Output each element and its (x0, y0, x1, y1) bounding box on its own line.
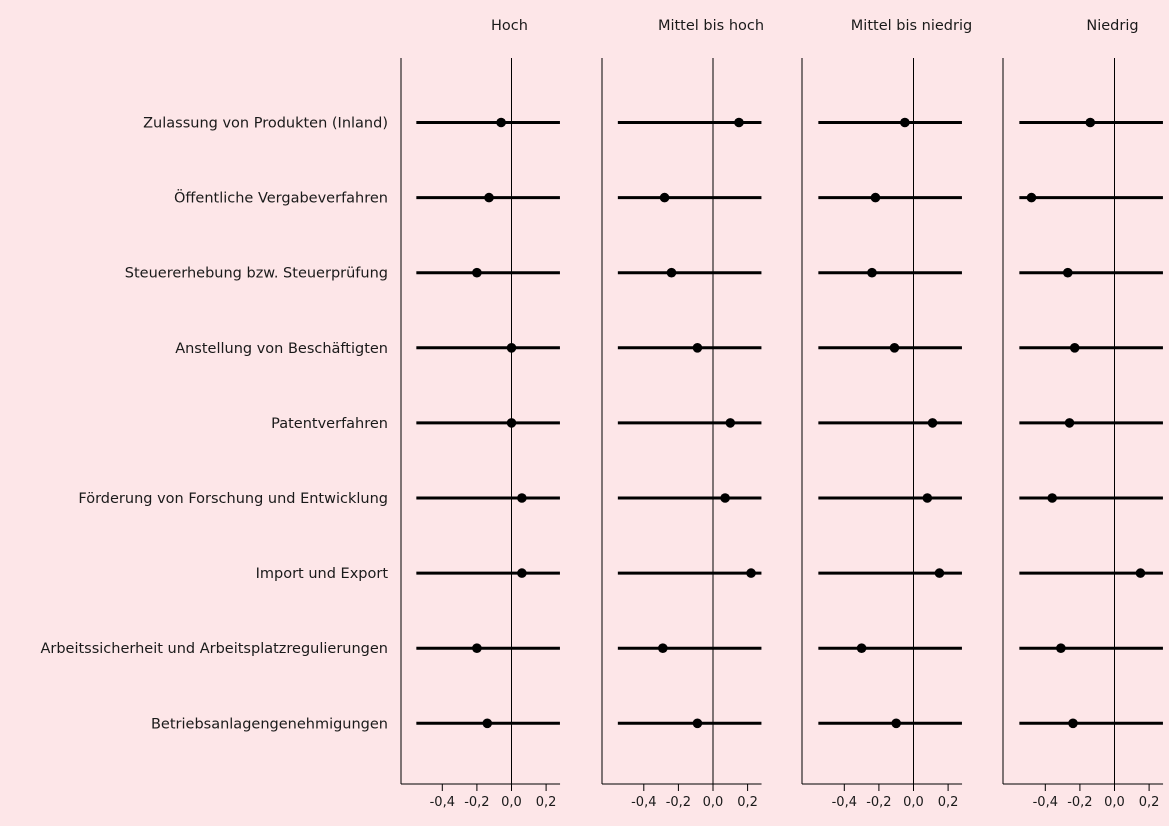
estimate-point (891, 718, 901, 729)
x-tick-label: -0,4 (832, 795, 857, 810)
estimate-point (1069, 343, 1080, 353)
x-tick-label: -0,4 (430, 795, 455, 810)
panel-title: Mittel bis niedrig (851, 18, 972, 34)
x-tick-label: -0,2 (866, 795, 891, 810)
category-label: Arbeitssicherheit und Arbeitsplatzreguli… (40, 641, 388, 657)
category-label: Betriebsanlagengenehmigungen (151, 716, 388, 732)
category-label: Zulassung von Produkten (Inland) (143, 116, 388, 132)
estimate-point (900, 117, 910, 128)
estimate-point (496, 117, 506, 128)
x-tick-label: -0,2 (666, 795, 691, 810)
x-tick-label: 0,0 (703, 795, 724, 810)
estimate-point (746, 568, 756, 578)
panels: Hoch -0,4 -0,2 0,0 0,2 Mittel bis hoch -0,4 -0,… (400, 18, 1164, 810)
x-tick-label: 0,0 (1104, 795, 1125, 810)
estimate-point (517, 568, 527, 578)
x-tick-label: 0,2 (938, 795, 959, 810)
panel: Niedrig -0,4 -0,2 0,0 0,2 (1002, 18, 1164, 810)
x-tick-label: 0,0 (903, 795, 924, 810)
panel: Mittel bis hoch -0,4 -0,2 0,0 0,2 (601, 18, 764, 810)
category-label: Förderung von Forschung und Entwicklung (78, 491, 388, 507)
estimate-point (472, 643, 482, 653)
x-tick-label: -0,2 (464, 795, 489, 810)
estimate-point (889, 343, 900, 353)
x-tick-label: 0,2 (1139, 795, 1160, 810)
category-label: Öffentliche Vergabeverfahren (174, 189, 388, 207)
estimate-point (666, 267, 677, 278)
estimate-point (692, 343, 703, 353)
estimate-point (1056, 643, 1066, 653)
estimate-point (1135, 568, 1146, 578)
estimate-point (482, 718, 493, 729)
estimate-point (734, 117, 744, 128)
category-label: Anstellung von Beschäftigten (175, 341, 388, 357)
estimate-point (692, 718, 703, 729)
x-tick-label: 0,2 (737, 795, 758, 810)
category-labels: Zulassung von Produkten (Inland) Öffentli… (40, 116, 388, 733)
estimate-point (658, 643, 668, 653)
estimate-point (1062, 267, 1073, 278)
estimate-point (870, 192, 881, 203)
category-label: Import und Export (256, 566, 389, 582)
estimate-point (856, 643, 867, 653)
estimate-point (1026, 192, 1037, 203)
x-tick-label: 0,2 (536, 795, 557, 810)
estimate-point (1085, 117, 1096, 128)
panel: Mittel bis niedrig -0,4 -0,2 0,0 0,2 (801, 18, 972, 810)
x-tick-label: -0,4 (631, 795, 656, 810)
category-label: Patentverfahren (271, 416, 388, 432)
estimate-point (506, 418, 517, 428)
estimate-point (659, 192, 670, 203)
category-label: Steuererhebung bzw. Steuerprüfung (125, 266, 388, 282)
estimate-point (484, 192, 494, 203)
estimate-point (517, 493, 527, 503)
x-tick-label: -0,4 (1033, 795, 1058, 810)
estimate-point (1064, 418, 1075, 428)
estimate-point (922, 493, 933, 503)
panel-title: Mittel bis hoch (658, 18, 764, 34)
estimate-point (1047, 493, 1058, 503)
estimate-point (927, 418, 938, 428)
panel-title: Hoch (491, 18, 528, 34)
estimate-point (934, 568, 945, 578)
x-tick-label: -0,2 (1067, 795, 1092, 810)
estimate-point (472, 267, 482, 278)
estimate-point (867, 267, 877, 278)
estimate-point (720, 493, 730, 503)
estimate-point (725, 418, 736, 428)
estimate-point (506, 343, 517, 353)
estimate-point (1068, 718, 1078, 729)
panel-title: Niedrig (1086, 18, 1138, 34)
panel: Hoch -0,4 -0,2 0,0 0,2 (400, 18, 561, 810)
x-tick-label: 0,0 (501, 795, 522, 810)
